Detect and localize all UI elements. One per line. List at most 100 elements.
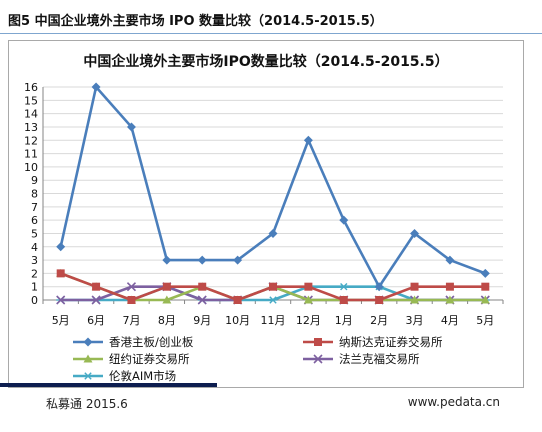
x-tick-label: 11月 [261,314,286,327]
caption-rule [0,33,542,34]
data-point [162,255,172,265]
line-chart: 中国企业境外主要市场IPO数量比较（2014.5-2015.5） 0123456… [24,53,504,383]
data-point [410,295,420,304]
data-point-stroke [340,282,348,291]
figure-caption: 图5 中国企业境外主要市场 IPO 数量比较（2014.5-2015.5） [8,14,383,29]
y-tick-label: 1 [31,281,38,294]
legend-item: 伦敦AIM市场 [73,369,176,383]
y-tick-label: 2 [31,267,38,280]
y-tick-label: 11 [24,148,38,161]
data-point [480,295,490,304]
data-point [83,337,93,347]
x-tick-label: 5月 [52,314,70,327]
website-link[interactable]: www.pedata.cn [407,395,500,409]
data-point [304,282,313,291]
source-note: 私募通 2015.6 [46,397,128,411]
data-point [481,282,490,291]
data-point-stroke [91,295,101,305]
x-tick-label: 9月 [193,314,211,327]
data-point [268,296,278,304]
y-tick-label: 3 [31,254,38,267]
y-tick-label: 6 [31,214,38,227]
y-tick-label: 10 [24,161,38,174]
legend-label: 伦敦AIM市场 [109,369,176,383]
data-point [480,268,490,278]
series-lines [56,82,490,305]
data-point [445,295,455,304]
data-point [445,282,454,291]
data-point [233,255,243,265]
data-point-stroke [84,372,92,380]
data-point [313,354,323,364]
x-tick-label: 3月 [406,314,424,327]
data-point [410,228,420,238]
y-tick-label: 0 [31,294,38,307]
y-tick-label: 5 [31,227,38,240]
legend-item: 纳斯达克证券交易所 [303,335,443,349]
footer-bar [0,383,217,387]
data-point [303,295,313,304]
data-point [339,296,348,304]
data-point-stroke [126,282,137,292]
y-tick-label: 8 [31,188,38,201]
data-point [127,296,136,304]
data-point [56,295,66,305]
chart-title: 中国企业境外主要市场IPO数量比较（2014.5-2015.5） [83,53,448,70]
data-point [197,255,207,265]
y-tick-label: 4 [31,241,38,254]
data-point [375,296,384,304]
data-point [92,282,101,291]
series-line [59,85,486,288]
legend-item: 法兰克福交易所 [303,352,420,366]
legend-label: 法兰克福交易所 [339,352,420,366]
data-point [410,282,419,291]
data-point [314,338,322,346]
y-tick-label: 16 [24,81,38,94]
x-tick-label: 8月 [158,314,176,327]
data-point [126,122,136,132]
data-point [126,282,137,292]
legend-item: 纽约证券交易所 [73,352,190,366]
series-2 [56,269,490,304]
data-point [339,215,349,225]
data-point [91,295,101,305]
data-point [56,242,66,252]
legend-label: 纳斯达克证券交易所 [339,335,443,349]
x-tick-label: 10月 [225,314,250,327]
data-point [268,228,278,238]
x-tick-label: 5月 [476,314,494,327]
x-tick-label: 4月 [441,314,459,327]
y-tick-label: 9 [31,174,38,187]
y-tick-label: 7 [31,201,38,214]
data-point-stroke [56,295,66,305]
series-1 [56,82,490,292]
legend-label: 纽约证券交易所 [109,352,190,366]
data-point [445,255,455,265]
legend-item: 香港主板/创业板 [73,335,194,349]
data-point-stroke [197,295,207,305]
x-tick-label: 6月 [87,314,105,327]
data-point [269,282,277,291]
data-point [198,282,207,291]
data-point [83,354,93,363]
x-tick-label: 7月 [122,314,140,327]
data-point [162,295,172,304]
y-tick-label: 13 [24,121,38,134]
gridlines [43,86,503,301]
data-point [374,282,384,292]
data-point [162,282,171,291]
data-point [197,295,207,305]
data-point [83,372,93,380]
legend-label: 香港主板/创业板 [109,335,194,349]
data-point [91,82,101,92]
y-tick-label: 15 [24,94,38,107]
y-tick-label: 14 [24,108,38,121]
data-point-stroke [313,354,323,364]
data-point [339,282,349,291]
x-tick-label: 1月 [335,314,353,327]
data-point-stroke [269,296,277,304]
data-point [233,296,242,304]
x-tick-label: 12月 [296,314,321,327]
